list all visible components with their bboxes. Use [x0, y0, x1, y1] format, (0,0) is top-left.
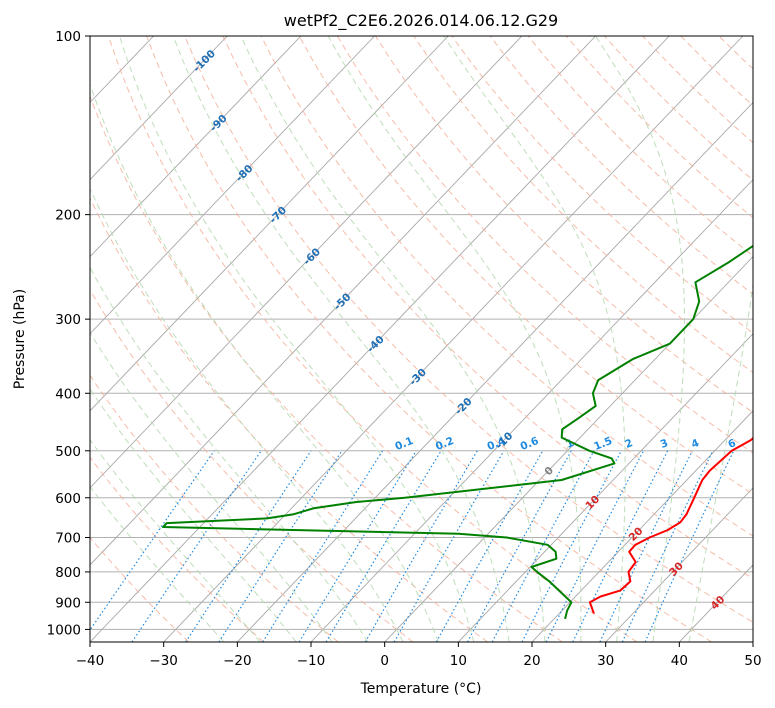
y-axis-label: Pressure (hPa): [12, 289, 28, 389]
x-axis-label: Temperature (°C): [360, 681, 482, 697]
y-tick-label: 200: [55, 208, 81, 224]
temperature-profile-line: [588, 436, 753, 614]
mixing-ratio-line: [262, 450, 384, 642]
isotherm-line: [237, 101, 753, 642]
moist-adiabat-line: [172, 36, 510, 642]
mixing-ratio-line: [185, 450, 312, 642]
isotherm-line: [752, 641, 753, 642]
dry-adiabat-line: [757, 36, 775, 642]
y-tick-label: 300: [55, 312, 81, 328]
mixing-ratio-line: [572, 450, 669, 642]
mixing-ratio-line: [435, 450, 544, 642]
y-tick-label: 700: [55, 531, 81, 547]
dry-adiabat-line: [90, 456, 264, 642]
y-tick-label: 400: [55, 386, 81, 402]
moist-adiabat-line: [119, 36, 475, 642]
dry-adiabat-line: [413, 36, 753, 374]
x-tick-label: 10: [450, 653, 467, 669]
moist-adiabat-line: [90, 331, 333, 642]
isotherm-line: [90, 36, 670, 642]
mixing-ratio-line: [466, 450, 572, 642]
y-tick-label: 100: [55, 29, 81, 45]
moist-adiabat-line: [90, 82, 439, 642]
isotherm-line: [90, 36, 523, 489]
moist-adiabat-line: [90, 187, 404, 642]
mixing-ratio-line: [131, 450, 262, 642]
x-tick-label: 0: [380, 653, 389, 669]
mixing-ratio-line: [325, 450, 442, 642]
isotherm-line: [458, 333, 753, 642]
y-tick-label: 500: [55, 444, 81, 460]
isotherm-line: [605, 487, 753, 642]
isotherm-line: [90, 36, 596, 566]
moist-adiabat-line: [240, 36, 546, 642]
dry-adiabat-line: [146, 36, 712, 642]
y-tick-label: 600: [55, 491, 81, 507]
dry-adiabat-line: [90, 288, 414, 642]
dry-adiabat-line: [90, 94, 563, 642]
isotherm-line: [90, 36, 449, 412]
dry-adiabat-line: [298, 36, 753, 495]
dry-adiabat-line: [222, 36, 753, 580]
dewpoint-profile-line: [162, 244, 753, 620]
x-tick-label: 50: [744, 653, 761, 669]
x-tick-label: −30: [149, 653, 178, 669]
isotherm-line: [90, 36, 302, 258]
isotherm-line: [163, 36, 744, 642]
mixing-ratio-line: [491, 450, 595, 642]
x-axis: −40 −30 −20 −10 0 10 20 30 40 50: [76, 642, 762, 669]
dry-adiabat-line: [336, 36, 753, 454]
dry-adiabat-line: [260, 36, 753, 537]
dry-adiabat-line: [489, 36, 753, 295]
mixing-ratio-label: 6: [726, 437, 737, 451]
y-tick-label: 1000: [47, 622, 81, 638]
mixing-ratio-line: [218, 450, 343, 642]
mixing-ratio-label: 4: [690, 437, 701, 451]
moist-adiabat-line: [688, 281, 753, 642]
dry-adiabat-line: [451, 36, 753, 334]
mixing-ratio-label: 3: [659, 437, 670, 451]
x-tick-label: −20: [223, 653, 252, 669]
y-tick-label: 900: [55, 595, 81, 611]
x-tick-label: −10: [297, 653, 326, 669]
mixing-ratio-label: 8: [756, 437, 767, 451]
profile-lines: [162, 244, 753, 620]
y-axis: 100 200 300 400 500 600 700 800 900 1000: [47, 29, 90, 638]
chart-title: wetPf2_C2E6.2026.014.06.12.G29: [284, 11, 558, 31]
y-tick-label: 800: [55, 565, 81, 581]
background-lines: [0, 36, 775, 642]
moist-adiabat-line: [595, 36, 685, 642]
isotherm-line: [0, 36, 6, 642]
moist-adiabat-line: [90, 485, 225, 642]
mixing-ratio-label: 2: [623, 437, 634, 451]
x-tick-label: 30: [597, 653, 614, 669]
isotherm-line: [90, 36, 375, 335]
mixing-ratio-line: [298, 450, 417, 642]
dry-adiabat-line: [375, 36, 753, 413]
x-tick-label: 40: [671, 653, 688, 669]
dry-adiabat-line: [90, 197, 488, 642]
mixing-ratio-label: 1: [564, 437, 575, 451]
mixing-ratio-line: [90, 450, 215, 632]
dry-adiabat-line: [184, 36, 753, 623]
moist-adiabat-line: [90, 438, 261, 642]
x-tick-label: 20: [523, 653, 540, 669]
plot-frame: [89, 35, 754, 643]
moist-adiabat-line: [90, 266, 369, 642]
isotherm-line: [90, 36, 228, 181]
isotherm-line: [531, 410, 753, 642]
x-tick-label: −40: [76, 653, 105, 669]
dry-adiabat-line: [107, 36, 638, 642]
